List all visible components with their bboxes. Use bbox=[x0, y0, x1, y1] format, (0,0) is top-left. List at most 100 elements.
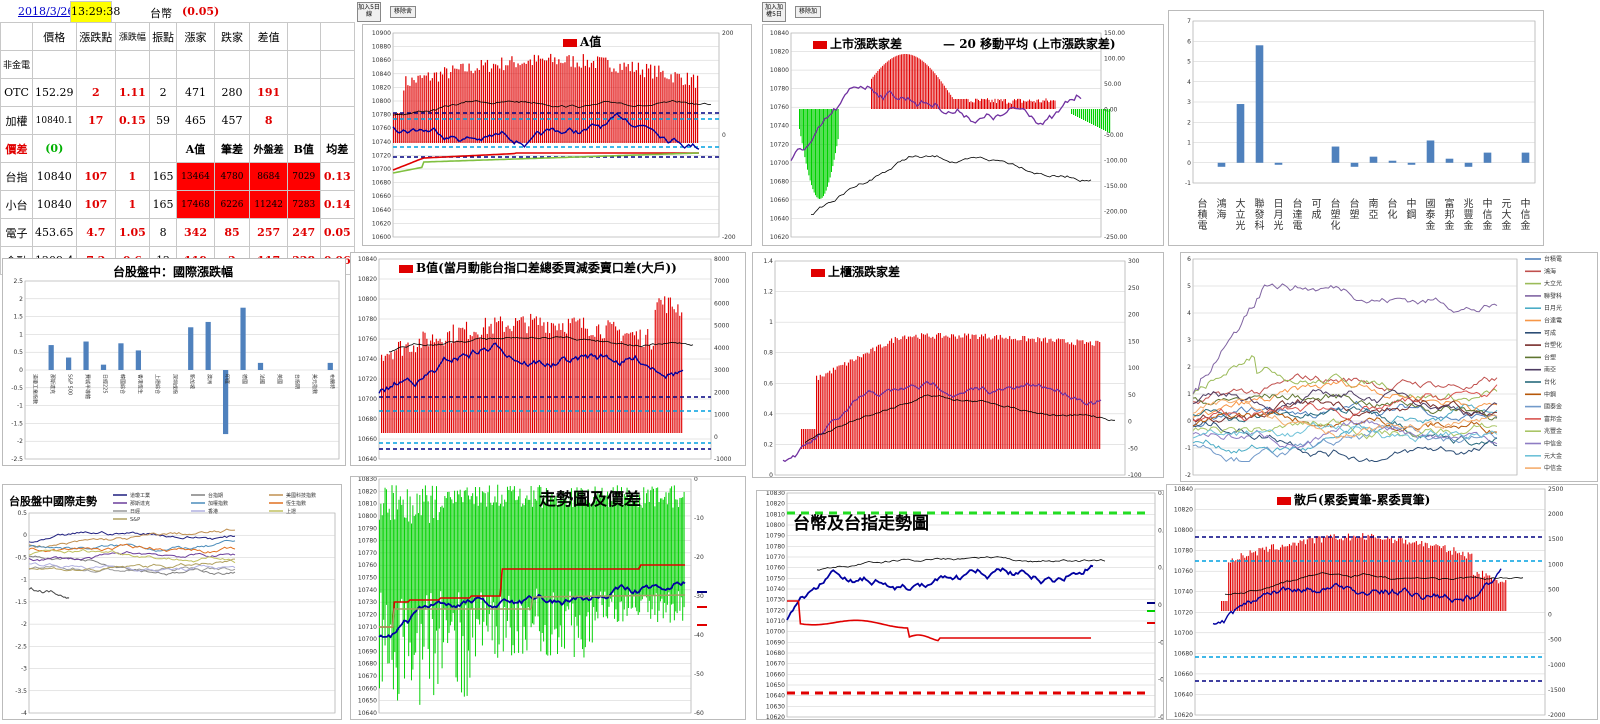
intl-trend-y-tick: 0 bbox=[23, 532, 27, 539]
a-value-y-tick: 10880 bbox=[372, 44, 391, 51]
trend-diff-bar bbox=[587, 489, 589, 613]
otc-breadth-y2-tick: -100 bbox=[1128, 472, 1142, 478]
trend-diff-y-tick: 10750 bbox=[358, 575, 377, 582]
trend-diff-bar bbox=[639, 494, 641, 613]
b-value-bar bbox=[649, 345, 651, 433]
a-value-bar bbox=[495, 64, 497, 133]
a-value-bar bbox=[399, 113, 401, 133]
trend-diff-bar bbox=[479, 487, 481, 625]
a-value-bar bbox=[578, 66, 580, 133]
retail-bar bbox=[1256, 555, 1258, 611]
trend-diff-bar bbox=[654, 506, 656, 615]
stock-category-label: 海 bbox=[1217, 208, 1227, 221]
otc-breadth-bar bbox=[977, 338, 979, 449]
retail-bar bbox=[1456, 553, 1459, 611]
trend-diff-bar bbox=[466, 487, 468, 696]
trend-diff-bar bbox=[576, 487, 578, 626]
a-value-bar bbox=[648, 68, 650, 133]
market-breadth-bar bbox=[912, 55, 914, 109]
retail-y-tick: 10720 bbox=[1174, 609, 1193, 616]
trend-diff-bar bbox=[442, 507, 444, 643]
retail-bar bbox=[1294, 542, 1296, 611]
otc-breadth-bar bbox=[1095, 340, 1097, 449]
otc-breadth-bar bbox=[981, 334, 983, 449]
multi-stock-series-line bbox=[1192, 418, 1498, 440]
retail-y-tick: 10840 bbox=[1174, 486, 1193, 493]
market-breadth-bar-neg2 bbox=[1103, 109, 1105, 130]
otc-breadth-bar bbox=[967, 333, 969, 449]
b-value-y-tick: 10740 bbox=[358, 356, 377, 363]
market-breadth-bar-flat bbox=[1030, 100, 1032, 109]
otc-breadth-bar bbox=[1005, 337, 1007, 449]
retail-bar bbox=[1480, 577, 1482, 611]
b-value-bar bbox=[660, 299, 662, 433]
market-breadth-bar bbox=[905, 54, 907, 109]
trend-diff-bar bbox=[476, 496, 478, 619]
otc-breadth-bar bbox=[956, 338, 958, 449]
otc-breadth-bar bbox=[992, 338, 994, 449]
market-breadth-bar bbox=[878, 69, 880, 109]
table-row: OTC 152.29 2 1.11 2 471 280 191 bbox=[0, 78, 356, 107]
b-value-bar bbox=[616, 330, 619, 433]
a-value-bar bbox=[637, 62, 640, 133]
a-value-bar bbox=[458, 69, 460, 133]
stock-bar-y-tick: 2 bbox=[1187, 119, 1191, 126]
intl-trend-legend-label: 加權指數 bbox=[208, 500, 228, 507]
intl-trend-legend-label: S&P bbox=[130, 517, 140, 523]
trend-diff-bar bbox=[481, 491, 483, 646]
retail-bar bbox=[1408, 542, 1410, 611]
otc-breadth-bar bbox=[1091, 345, 1093, 449]
a-value-bar bbox=[521, 63, 523, 133]
add-index-5day-button[interactable]: 加入加權5日 bbox=[762, 2, 786, 22]
otc-breadth-bar bbox=[986, 338, 988, 449]
stock-category-label: 兆 bbox=[1464, 198, 1474, 210]
stock-bar-10 bbox=[1388, 160, 1397, 163]
add-5day-button[interactable]: 加入5日線 bbox=[357, 2, 381, 22]
market-breadth-y2-tick: -200.00 bbox=[1104, 209, 1127, 216]
market-breadth-bar-flat bbox=[1039, 102, 1041, 109]
market-breadth-y-tick: 10780 bbox=[770, 86, 789, 93]
retail-bar bbox=[1303, 539, 1305, 611]
b-value-bar bbox=[475, 332, 477, 433]
otc-breadth-bar bbox=[964, 333, 966, 449]
trend-diff-bar bbox=[533, 490, 535, 625]
otc-breadth-bar bbox=[1076, 339, 1078, 449]
header-date[interactable]: 2018/3/26 bbox=[18, 5, 75, 18]
a-value-bar bbox=[658, 65, 660, 133]
otc-breadth-bar bbox=[874, 351, 876, 449]
trend-diff-bar bbox=[589, 502, 591, 642]
intl-category-label: 台指期 bbox=[293, 374, 300, 389]
remove-button[interactable]: 移除舍 bbox=[390, 6, 416, 18]
otc-breadth-bar bbox=[868, 353, 870, 449]
otc-breadth-bar bbox=[1048, 339, 1050, 449]
trend-diff-bar bbox=[672, 507, 674, 604]
a-value-bar-neg bbox=[588, 133, 591, 143]
intl-bar-3 bbox=[83, 341, 89, 370]
trend-diff-bar bbox=[552, 499, 554, 593]
otc-breadth-bar bbox=[906, 338, 908, 449]
market-breadth-bar-neg bbox=[801, 109, 803, 144]
b-value-bar bbox=[667, 297, 670, 433]
remove-index-button[interactable]: 移除加 bbox=[795, 6, 821, 18]
stock-category-label: 信 bbox=[1521, 209, 1531, 221]
b-value-bar bbox=[494, 317, 496, 433]
retail-bar bbox=[1401, 538, 1403, 611]
a-value-bar bbox=[668, 79, 670, 133]
a-value-y2-tick: 0 bbox=[722, 132, 726, 139]
quote-table-area: 2018/3/26 13:29:38 台幣 (0.05) 價格 漲跌點 漲跌幅 … bbox=[0, 0, 356, 275]
trend-diff-bar bbox=[572, 507, 574, 604]
retail-bar bbox=[1462, 551, 1464, 611]
otc-breadth-y2-tick: 100 bbox=[1128, 365, 1140, 372]
retail-y2-tick: 1500 bbox=[1548, 536, 1563, 543]
twd-trend-y2-tick: -0.1 bbox=[1158, 639, 1164, 646]
retail-bar bbox=[1381, 539, 1383, 611]
otc-breadth-bar bbox=[971, 334, 973, 449]
retail-bar bbox=[1389, 538, 1391, 611]
a-value-bar-neg bbox=[674, 133, 676, 143]
b-value-bar bbox=[639, 329, 641, 433]
market-breadth-bar bbox=[951, 97, 953, 109]
stock-bar-1 bbox=[1217, 162, 1226, 167]
stock-category-label: 邦 bbox=[1445, 208, 1455, 221]
b-value-bar bbox=[575, 321, 577, 433]
market-breadth-bar-flat bbox=[1044, 100, 1045, 109]
